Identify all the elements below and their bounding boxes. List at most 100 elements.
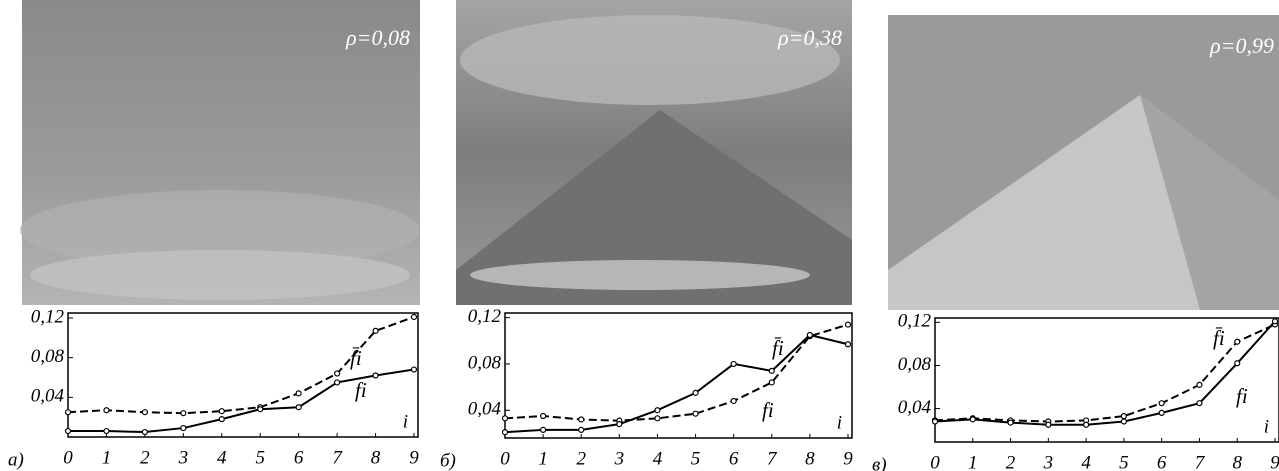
data-point bbox=[1235, 339, 1240, 344]
data-point bbox=[66, 410, 71, 415]
x-axis-label: i bbox=[837, 412, 842, 433]
x-tick-label: 4 bbox=[217, 447, 227, 468]
x-tick-label: 4 bbox=[653, 448, 663, 469]
data-point bbox=[373, 328, 378, 333]
x-tick-label: 6 bbox=[1157, 452, 1167, 471]
data-point bbox=[579, 427, 584, 432]
x-tick-label: 3 bbox=[614, 448, 625, 469]
x-tick-label: 5 bbox=[255, 447, 265, 468]
x-tick-label: 9 bbox=[1270, 452, 1279, 471]
x-tick-label: 5 bbox=[1119, 452, 1129, 471]
data-point bbox=[1121, 419, 1126, 424]
y-tick-label: 0,12 bbox=[31, 306, 65, 327]
x-tick-label: 6 bbox=[729, 448, 739, 469]
data-point bbox=[1197, 382, 1202, 387]
data-point bbox=[1159, 410, 1164, 415]
data-point bbox=[769, 380, 774, 385]
data-point bbox=[769, 368, 774, 373]
x-tick-label: 2 bbox=[1006, 452, 1016, 471]
x-tick-label: 5 bbox=[691, 448, 701, 469]
y-tick-label: 0,04 bbox=[468, 399, 502, 420]
data-point bbox=[655, 408, 660, 413]
data-point bbox=[104, 429, 109, 434]
x-tick-label: 4 bbox=[1081, 452, 1091, 471]
data-point bbox=[970, 417, 975, 422]
x-tick-label: 7 bbox=[767, 448, 778, 469]
plot-frame bbox=[505, 313, 852, 438]
y-tick-label: 0,04 bbox=[31, 386, 65, 407]
data-point bbox=[731, 361, 736, 366]
data-point bbox=[258, 407, 263, 412]
data-point bbox=[807, 332, 812, 337]
x-tick-label: 1 bbox=[968, 452, 978, 471]
data-point bbox=[579, 417, 584, 422]
data-point bbox=[412, 314, 417, 319]
panel-label: а) bbox=[8, 449, 24, 470]
data-point bbox=[142, 430, 147, 435]
x-tick-label: 0 bbox=[930, 452, 940, 471]
panel-label: в) bbox=[872, 454, 887, 471]
data-point bbox=[731, 398, 736, 403]
x-tick-label: 1 bbox=[538, 448, 548, 469]
annotation: ρ=0,38 bbox=[777, 25, 842, 50]
series-label: fi bbox=[762, 398, 774, 422]
data-point bbox=[412, 367, 417, 372]
data-point bbox=[933, 419, 938, 424]
data-point bbox=[373, 373, 378, 378]
annotation: ρ=0,08 bbox=[345, 25, 410, 50]
x-tick-label: 0 bbox=[63, 447, 73, 468]
data-point bbox=[1235, 361, 1240, 366]
y-tick-label: 0,04 bbox=[898, 397, 932, 418]
data-point bbox=[104, 408, 109, 413]
data-point bbox=[693, 411, 698, 416]
data-point bbox=[219, 417, 224, 422]
x-tick-label: 6 bbox=[294, 447, 304, 468]
data-point bbox=[1273, 319, 1278, 324]
x-tick-label: 7 bbox=[332, 447, 343, 468]
series-label: f̄i bbox=[772, 336, 784, 360]
data-point bbox=[1046, 422, 1051, 427]
x-tick-label: 3 bbox=[178, 447, 189, 468]
data-point bbox=[142, 410, 147, 415]
x-tick-label: 9 bbox=[409, 447, 419, 468]
y-tick-label: 0,12 bbox=[468, 306, 502, 327]
data-point bbox=[1159, 401, 1164, 406]
series-label: f̄i bbox=[1213, 326, 1225, 350]
x-tick-label: 8 bbox=[1232, 452, 1242, 471]
data-point bbox=[693, 390, 698, 395]
data-point bbox=[541, 427, 546, 432]
y-tick-label: 0,08 bbox=[31, 346, 65, 367]
data-point bbox=[1121, 414, 1126, 419]
series-label: f̄i bbox=[350, 346, 362, 370]
data-point bbox=[296, 405, 301, 410]
y-tick-label: 0,08 bbox=[468, 352, 502, 373]
panel-label: б) bbox=[440, 450, 456, 471]
photo bbox=[888, 15, 1279, 310]
x-tick-label: 8 bbox=[805, 448, 815, 469]
data-point bbox=[219, 409, 224, 414]
x-axis-label: i bbox=[1264, 416, 1269, 437]
data-point bbox=[617, 422, 622, 427]
x-tick-label: 2 bbox=[140, 447, 150, 468]
data-point bbox=[66, 429, 71, 434]
y-tick-label: 0,12 bbox=[898, 311, 932, 332]
series-label: fi bbox=[355, 378, 367, 402]
data-point bbox=[335, 371, 340, 376]
data-point bbox=[181, 426, 186, 431]
data-point bbox=[541, 414, 546, 419]
annotation: ρ=0,99 bbox=[1209, 33, 1274, 58]
series-label: fi bbox=[1236, 384, 1248, 408]
data-point bbox=[846, 342, 851, 347]
data-point bbox=[335, 380, 340, 385]
data-point bbox=[1084, 422, 1089, 427]
y-tick-label: 0,08 bbox=[898, 354, 932, 375]
x-tick-label: 7 bbox=[1195, 452, 1206, 471]
x-tick-label: 9 bbox=[843, 448, 853, 469]
data-point bbox=[503, 416, 508, 421]
x-tick-label: 3 bbox=[1043, 452, 1054, 471]
data-point bbox=[1197, 401, 1202, 406]
data-point bbox=[655, 416, 660, 421]
data-point bbox=[503, 430, 508, 435]
x-axis-label: i bbox=[403, 411, 408, 432]
data-point bbox=[296, 391, 301, 396]
